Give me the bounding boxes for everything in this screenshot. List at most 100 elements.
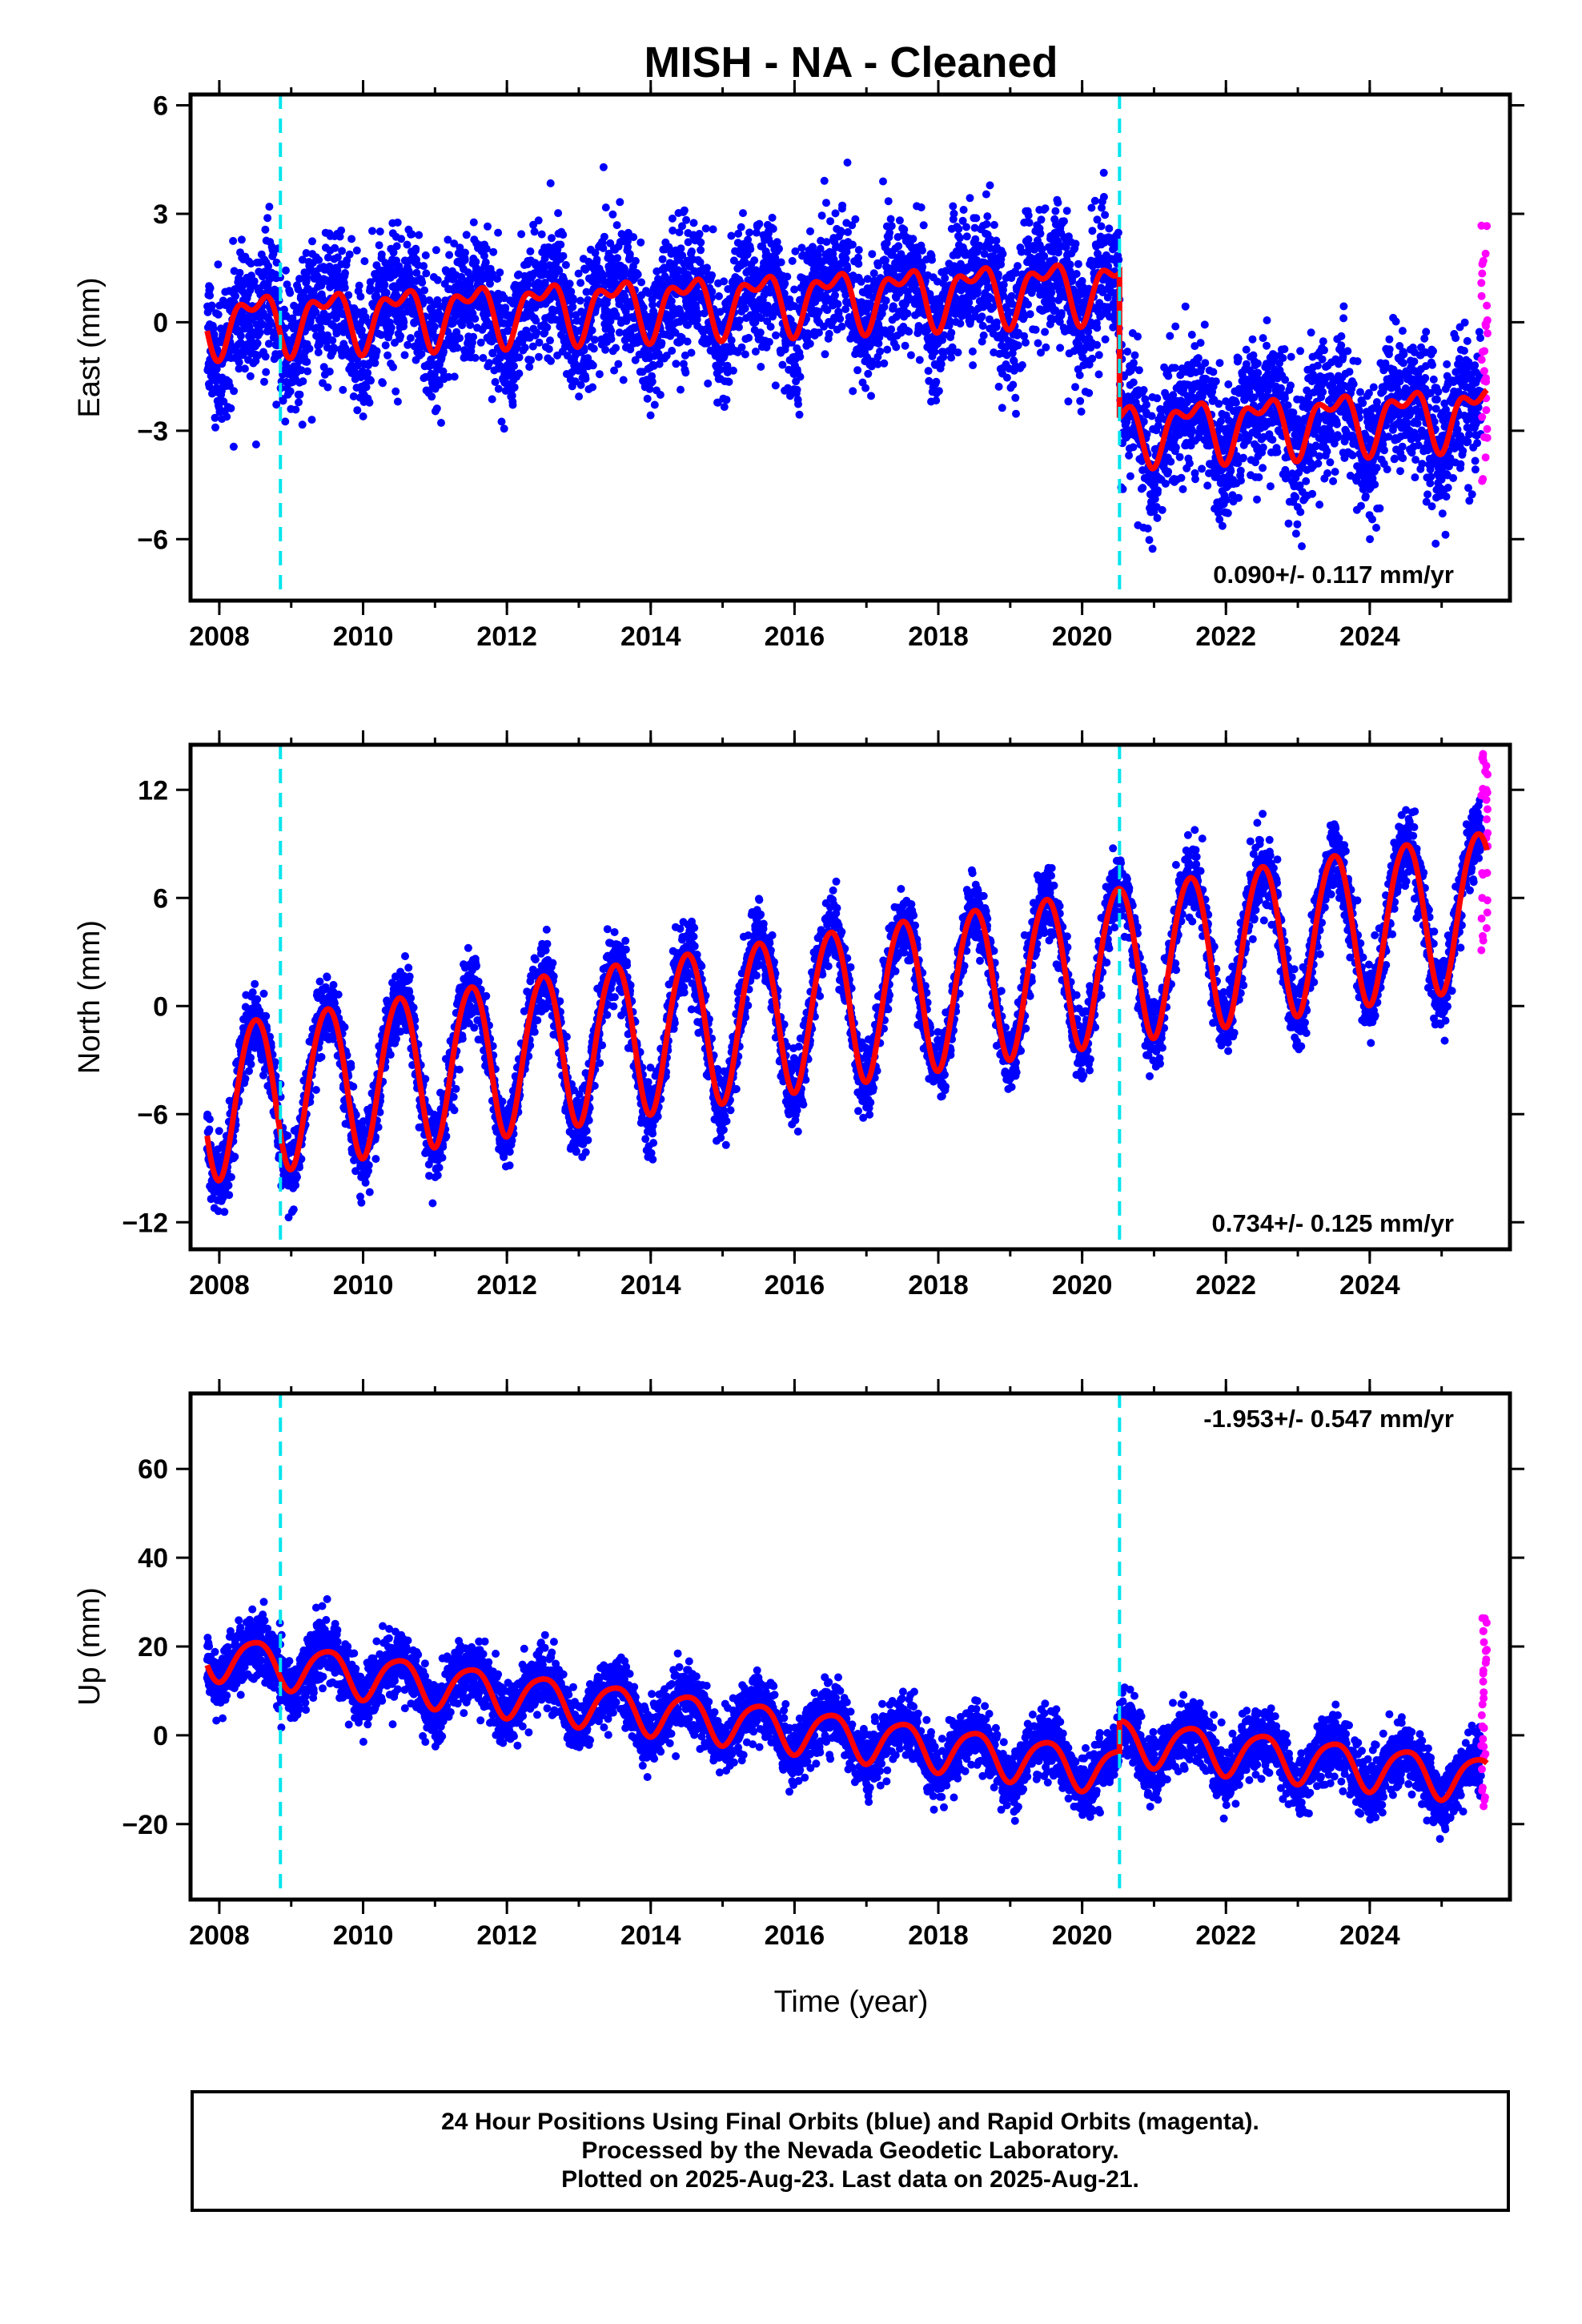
east-final-orbit-point bbox=[574, 269, 583, 278]
east-final-orbit-point bbox=[1012, 409, 1020, 418]
east-final-orbit-point bbox=[1166, 332, 1174, 340]
east-final-orbit-point bbox=[794, 400, 802, 408]
east-final-orbit-point bbox=[303, 357, 311, 366]
east-final-orbit-point bbox=[510, 362, 518, 371]
east-final-orbit-point bbox=[1237, 476, 1245, 485]
east-final-orbit-point bbox=[998, 250, 1007, 258]
east-final-orbit-point bbox=[418, 278, 427, 287]
east-final-orbit-point bbox=[626, 345, 635, 354]
east-final-orbit-point bbox=[591, 248, 600, 257]
east-final-orbit-point bbox=[444, 372, 453, 381]
east-final-orbit-point bbox=[969, 361, 978, 370]
east-final-orbit-point bbox=[210, 330, 219, 339]
east-final-orbit-point bbox=[879, 177, 887, 186]
east-final-orbit-point bbox=[1170, 364, 1179, 372]
east-final-orbit-point bbox=[1178, 485, 1187, 493]
east-final-orbit-point bbox=[371, 359, 379, 368]
east-final-orbit-point bbox=[466, 320, 475, 329]
east-final-orbit-point bbox=[397, 235, 406, 243]
east-final-orbit-point bbox=[281, 324, 289, 332]
east-final-orbit-point bbox=[883, 345, 892, 354]
east-final-orbit-point bbox=[240, 364, 249, 373]
east-final-orbit-point bbox=[291, 405, 300, 414]
east-final-orbit-point bbox=[435, 380, 444, 389]
east-final-orbit-point bbox=[825, 329, 833, 338]
east-final-orbit-point bbox=[655, 360, 664, 368]
east-final-orbit-point bbox=[462, 231, 471, 239]
east-final-orbit-point bbox=[223, 412, 231, 421]
east-final-orbit-point bbox=[1072, 270, 1081, 278]
east-final-orbit-point bbox=[992, 318, 1001, 327]
east-final-orbit-point bbox=[493, 275, 502, 283]
east-final-orbit-point bbox=[403, 240, 412, 249]
east-final-orbit-point bbox=[919, 221, 928, 230]
east-final-orbit-point bbox=[510, 383, 519, 392]
east-final-orbit-point bbox=[601, 345, 610, 354]
east-final-orbit-point bbox=[298, 420, 307, 429]
east-final-orbit-point bbox=[1125, 451, 1134, 460]
east-final-orbit-point bbox=[915, 356, 924, 364]
east-final-orbit-point bbox=[1018, 361, 1026, 369]
east-final-orbit-point bbox=[590, 336, 599, 344]
east-final-orbit-point bbox=[392, 242, 401, 251]
east-final-orbit-point bbox=[1130, 359, 1138, 368]
east-final-orbit-point bbox=[428, 392, 436, 401]
east-final-orbit-point bbox=[838, 201, 847, 210]
east-final-orbit-point bbox=[745, 333, 753, 342]
east-final-orbit-point bbox=[887, 325, 896, 334]
east-final-orbit-point bbox=[741, 304, 749, 313]
east-final-orbit-point bbox=[867, 392, 875, 400]
east-final-orbit-point bbox=[432, 404, 441, 413]
east-final-orbit-point bbox=[1236, 466, 1245, 475]
east-final-orbit-point bbox=[986, 181, 994, 190]
east-final-orbit-point bbox=[1268, 436, 1277, 444]
east-final-orbit-point bbox=[978, 321, 987, 330]
east-final-orbit-point bbox=[750, 256, 759, 265]
east-final-orbit-point bbox=[746, 245, 755, 254]
east-final-orbit-point bbox=[633, 270, 642, 279]
east-final-orbit-point bbox=[1227, 467, 1235, 475]
east-final-orbit-point bbox=[272, 400, 281, 409]
east-final-orbit-point bbox=[482, 244, 491, 253]
east-final-orbit-point bbox=[528, 342, 537, 351]
east-final-orbit-point bbox=[648, 300, 657, 309]
east-final-orbit-point bbox=[968, 347, 977, 356]
east-final-orbit-point bbox=[1129, 378, 1138, 387]
east-final-orbit-point bbox=[279, 396, 287, 405]
east-final-orbit-point bbox=[841, 255, 850, 263]
east-final-orbit-point bbox=[608, 210, 617, 219]
east-final-orbit-point bbox=[650, 400, 659, 409]
east-final-orbit-point bbox=[515, 353, 524, 362]
east-final-orbit-point bbox=[601, 203, 610, 212]
east-final-orbit-point bbox=[1158, 505, 1166, 514]
east-final-orbit-point bbox=[795, 410, 804, 419]
east-final-orbit-point bbox=[393, 397, 402, 406]
east-final-orbit-point bbox=[1094, 370, 1103, 379]
east-final-orbit-point bbox=[267, 320, 275, 329]
east-final-orbit-point bbox=[588, 326, 596, 335]
east-final-orbit-point bbox=[1171, 322, 1180, 331]
east-final-orbit-point bbox=[917, 203, 926, 211]
east-final-orbit-point bbox=[895, 216, 904, 225]
east-final-orbit-point bbox=[817, 211, 826, 220]
east-final-orbit-point bbox=[520, 344, 529, 352]
east-final-orbit-point bbox=[822, 238, 831, 247]
east-final-orbit-point bbox=[341, 269, 349, 277]
east-final-orbit-point bbox=[589, 344, 598, 353]
east-final-orbit-point bbox=[1191, 475, 1199, 484]
east-final-orbit-point bbox=[600, 232, 608, 241]
east-final-orbit-point bbox=[1060, 217, 1068, 226]
east-final-orbit-point bbox=[328, 336, 337, 344]
east-final-orbit-point bbox=[684, 238, 693, 247]
east-final-orbit-point bbox=[432, 246, 440, 255]
east-final-orbit-point bbox=[588, 383, 597, 392]
east-final-orbit-point bbox=[430, 322, 439, 331]
east-final-orbit-point bbox=[282, 266, 290, 275]
east-final-orbit-point bbox=[537, 230, 546, 239]
east-final-orbit-point bbox=[456, 334, 464, 343]
east-final-orbit-point bbox=[393, 218, 402, 227]
east-final-orbit-point bbox=[295, 398, 303, 407]
east-final-orbit-point bbox=[206, 283, 215, 292]
east-final-orbit-point bbox=[404, 340, 412, 349]
east-final-orbit-point bbox=[616, 198, 624, 207]
